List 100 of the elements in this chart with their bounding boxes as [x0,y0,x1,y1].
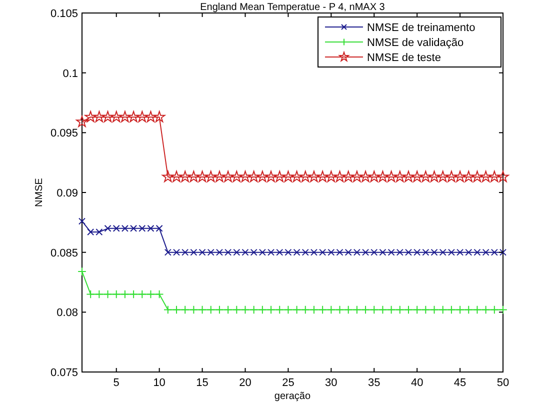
point [274,170,286,182]
point [480,170,492,182]
point [232,305,242,314]
point [352,305,362,314]
point [265,170,277,182]
y-tick-label: 0.075 [50,367,78,379]
point [361,305,370,314]
point [129,290,138,299]
point [454,170,466,182]
point [170,170,182,182]
point [446,170,458,182]
point [102,110,114,122]
point [488,170,500,182]
chart-title: England Mean Temperatue - P 4, nMAX 3 [200,2,386,13]
x-tick-label: 25 [282,377,294,389]
point [300,305,310,314]
point [394,170,406,182]
point [447,305,456,314]
point [215,305,224,314]
point [308,170,320,182]
y-tick-label: 0.085 [50,247,78,260]
point [290,170,303,182]
point [456,305,464,314]
y-axis-title: NMSE [34,178,45,207]
point [239,170,252,182]
x-tick-label: 45 [454,377,466,389]
point [360,170,372,182]
x-tick-label: 50 [496,377,510,389]
point [464,305,474,314]
point [256,170,268,182]
point [112,290,121,299]
point [275,305,284,314]
point [94,290,104,299]
y-tick-label: 0.09 [56,188,78,200]
y-tick-label: 0.1 [62,68,78,80]
x-tick-label: 20 [239,377,252,389]
point [378,305,388,314]
point [404,305,413,314]
point [420,170,432,182]
point [162,170,174,182]
point [411,170,423,182]
point [351,170,363,182]
point [146,290,156,299]
point [316,170,328,182]
y-tick-label: 0.095 [50,128,78,140]
point [196,170,208,182]
point [206,305,216,314]
x-tick-label: 5 [113,377,120,389]
legend-label: NMSE de teste [367,52,441,64]
point [103,290,112,299]
point [335,305,344,314]
point [93,110,106,122]
point [396,305,404,314]
point [164,305,172,314]
point [128,110,140,122]
point [78,218,86,225]
x-tick-label: 35 [368,377,380,389]
point [498,305,508,314]
point [240,305,250,314]
point [249,305,258,314]
point [230,170,243,182]
point [86,290,95,299]
point [179,170,191,182]
point [119,110,131,122]
point [144,110,157,122]
x-tick-label: 30 [325,377,338,389]
point [497,170,509,182]
point [84,110,96,122]
legend-label: NMSE de validação [367,37,464,49]
point [222,170,234,182]
x-axis-title: geração [274,391,312,402]
point [402,170,414,182]
point [153,110,166,122]
point [292,305,302,314]
point [385,170,398,182]
point [412,305,422,314]
point [326,305,336,314]
legend-label: NMSE de treinamento [367,22,476,34]
point [428,170,440,182]
point [76,116,88,127]
x-tick-label: 15 [196,377,208,389]
point [204,170,217,182]
point [120,290,130,299]
point [325,170,338,182]
point [189,305,198,314]
point [490,305,499,314]
point [284,305,293,314]
point [462,170,475,182]
point [248,170,260,182]
x-tick-label: 40 [410,377,424,389]
point [198,305,207,314]
point [376,170,389,182]
point [188,170,200,182]
y-tick-label: 0.105 [50,8,78,20]
point [138,290,147,299]
point [172,305,181,314]
point [368,170,380,182]
point [421,305,430,314]
point [258,305,267,314]
point [310,305,318,314]
